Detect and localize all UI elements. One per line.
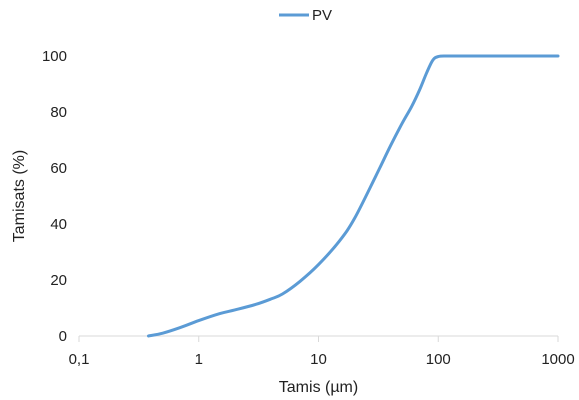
y-axis-title: Tamisats (%) (11, 150, 28, 242)
y-tick-label: 40 (50, 216, 67, 233)
x-tick-label: 1000 (541, 351, 574, 368)
x-axis: 0,1 1 10 100 1000 (69, 336, 575, 368)
y-tick-label: 0 (59, 328, 67, 345)
x-tick-label: 1 (195, 351, 203, 368)
legend: PV (279, 7, 332, 24)
y-tick-label: 100 (42, 48, 67, 65)
y-tick-label: 80 (50, 104, 67, 121)
plot-area (146, 54, 560, 338)
y-tick-label: 60 (50, 160, 67, 177)
x-tick-label: 100 (426, 351, 451, 368)
legend-label-pv: PV (312, 7, 332, 24)
y-tick-label: 20 (50, 272, 67, 289)
series-line-pv (146, 54, 560, 338)
x-axis-title: Tamis (µm) (279, 379, 358, 396)
y-axis: 0 20 40 60 80 100 (42, 48, 67, 345)
x-tick-label: 10 (310, 351, 327, 368)
x-tick-label: 0,1 (69, 351, 90, 368)
